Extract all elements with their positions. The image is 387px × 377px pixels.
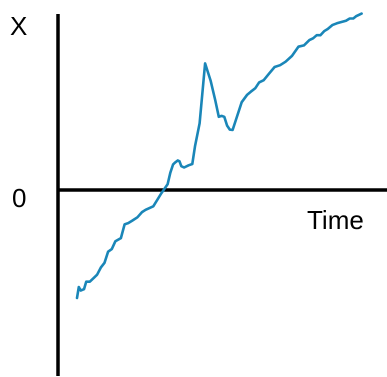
series-line-1	[75, 12, 363, 300]
x-axis-label: Time	[307, 205, 364, 235]
y-zero-tick-label: 0	[12, 183, 26, 213]
y-axis-label: X	[10, 11, 27, 41]
series-layer	[75, 12, 363, 300]
